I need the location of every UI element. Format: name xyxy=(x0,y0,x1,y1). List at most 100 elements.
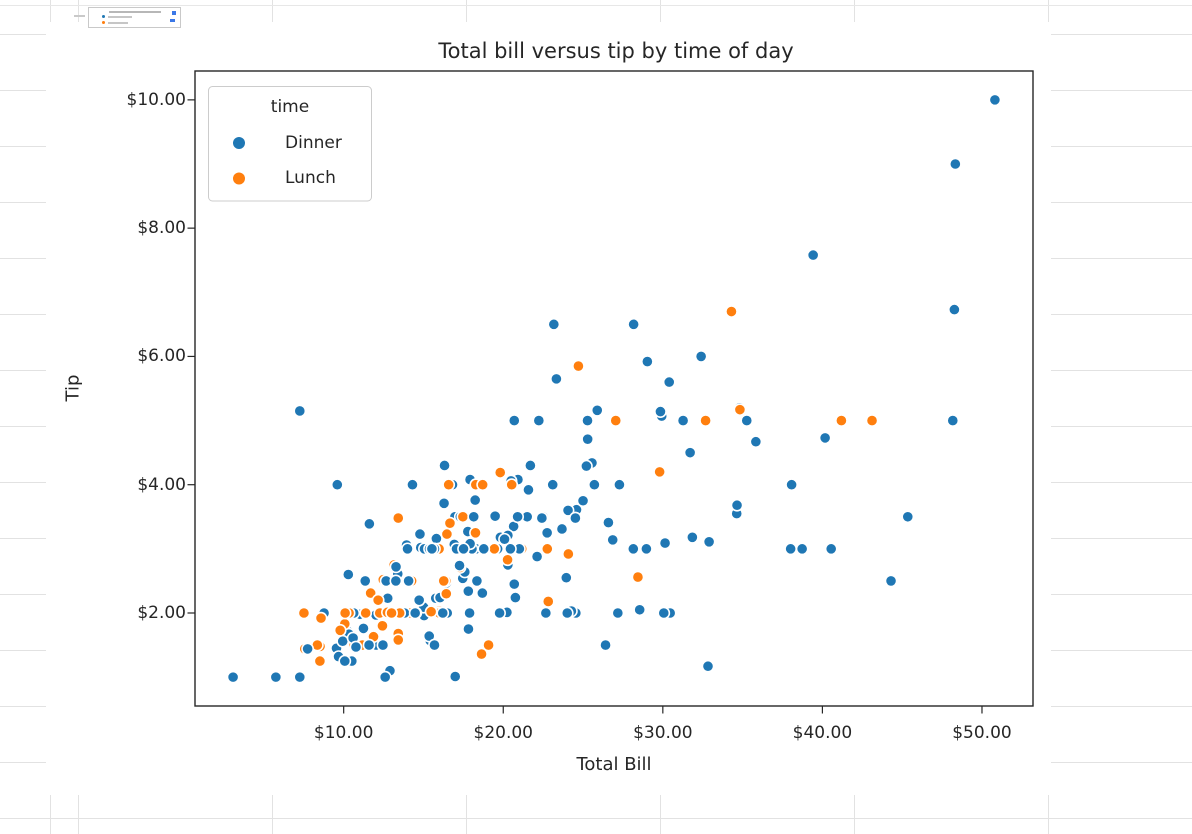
scatter-point xyxy=(456,510,470,524)
spreadsheet-row-border xyxy=(0,5,1192,6)
scatter-point xyxy=(540,542,554,556)
scatter-point xyxy=(702,535,716,549)
scatter-point xyxy=(523,459,537,472)
scatter-point xyxy=(442,478,456,492)
scatter-point xyxy=(626,542,640,556)
legend-label-dinner: Dinner xyxy=(285,133,342,153)
y-tick-label: $4.00 xyxy=(137,474,186,495)
scatter-point xyxy=(378,670,392,684)
axes-spines xyxy=(194,70,1034,707)
scatter-point xyxy=(587,478,601,492)
scatter-point xyxy=(338,606,352,620)
scatter-point xyxy=(576,494,590,508)
scatter-point xyxy=(475,586,489,600)
scatter-point xyxy=(402,574,416,588)
scatter-point xyxy=(412,593,426,607)
scatter-point xyxy=(539,606,553,620)
scatter-point xyxy=(357,621,370,635)
scatter-point xyxy=(725,305,738,318)
scatter-point xyxy=(662,375,676,389)
scatter-point xyxy=(541,595,555,608)
scatter-point xyxy=(658,536,672,550)
chart-figure-image[interactable] xyxy=(46,22,1051,795)
scatter-point xyxy=(448,670,462,683)
scatter-point xyxy=(297,606,311,620)
scatter-point xyxy=(482,638,495,652)
scatter-point xyxy=(560,606,574,620)
scatter-point xyxy=(733,403,747,417)
scatter-point xyxy=(359,606,373,620)
scatter-point xyxy=(362,517,376,531)
scatter-point xyxy=(488,509,502,523)
scatter-point xyxy=(749,435,763,449)
scatter-point xyxy=(385,606,398,620)
scatter-point xyxy=(947,303,961,317)
scatter-point xyxy=(314,611,328,625)
scatter-point xyxy=(468,493,482,507)
scatter-point xyxy=(475,647,488,661)
scatter-point xyxy=(349,640,363,654)
x-tick-label: $10.00 xyxy=(313,723,374,743)
thumbnail-title-text xyxy=(109,11,161,13)
scatter-point xyxy=(313,654,327,668)
legend-label-lunch: Lunch xyxy=(285,168,336,188)
scatter-point xyxy=(561,503,575,517)
scatter-point xyxy=(532,414,546,427)
scatter-point xyxy=(371,593,385,607)
scatter-point xyxy=(785,478,799,492)
scatter-point xyxy=(602,516,615,529)
scatter-point xyxy=(555,522,569,536)
thumbnail-lunch-text xyxy=(108,22,128,24)
scatter-point xyxy=(590,403,604,417)
thumbnail-dinner-dot-icon xyxy=(102,15,105,18)
scatter-point xyxy=(376,638,390,652)
x-tick-label: $40.00 xyxy=(792,723,853,743)
legend-box xyxy=(208,86,372,202)
scatter-point xyxy=(568,511,582,525)
scatter-point xyxy=(504,542,517,556)
scatter-point xyxy=(530,550,544,563)
scatter-point xyxy=(293,670,307,684)
scatter-point xyxy=(676,414,690,427)
scatter-point xyxy=(540,526,554,540)
scatter-point xyxy=(428,638,441,652)
scatter-point xyxy=(633,603,647,617)
scatter-point xyxy=(824,542,838,556)
scatter-point xyxy=(443,516,457,530)
scatter-point xyxy=(547,317,561,331)
thumbnail-lunch-dot-icon xyxy=(102,21,105,24)
scatter-point xyxy=(293,404,307,418)
scatter-point xyxy=(559,571,573,585)
scatter-point xyxy=(269,670,283,684)
scatter-point xyxy=(338,654,352,668)
scatter-point xyxy=(740,414,754,427)
scatter-point xyxy=(507,577,521,591)
scatter-point xyxy=(865,414,879,427)
scatter-point xyxy=(640,355,654,368)
scatter-point xyxy=(439,587,453,601)
scatter-point xyxy=(946,414,960,427)
scatter-point xyxy=(330,478,344,492)
thumbnail-corner-icon xyxy=(172,11,176,15)
scatter-point xyxy=(301,642,315,656)
scatter-point xyxy=(613,478,626,492)
scatter-point xyxy=(436,606,450,620)
scatter-point xyxy=(505,478,519,492)
scatter-point xyxy=(683,446,697,460)
legend-marker-lunch xyxy=(233,172,245,185)
thumbnail-side-text xyxy=(74,15,85,17)
x-axis-label: Total Bill xyxy=(576,754,652,775)
scatter-point xyxy=(461,584,475,598)
chart-title: Total bill versus tip by time of day xyxy=(438,39,794,63)
y-tick-label: $10.00 xyxy=(126,89,186,110)
scatter-point xyxy=(470,574,484,588)
legend-marker-dinner xyxy=(233,137,245,149)
scatter-point xyxy=(389,574,403,588)
chart-thumbnail-preview[interactable] xyxy=(88,7,181,28)
scatter-point xyxy=(401,542,414,556)
scatter-point xyxy=(730,498,744,512)
scatter-point xyxy=(406,478,419,492)
scatter-point xyxy=(639,542,653,556)
scatter-point xyxy=(477,542,491,556)
scatter-point xyxy=(341,568,355,581)
